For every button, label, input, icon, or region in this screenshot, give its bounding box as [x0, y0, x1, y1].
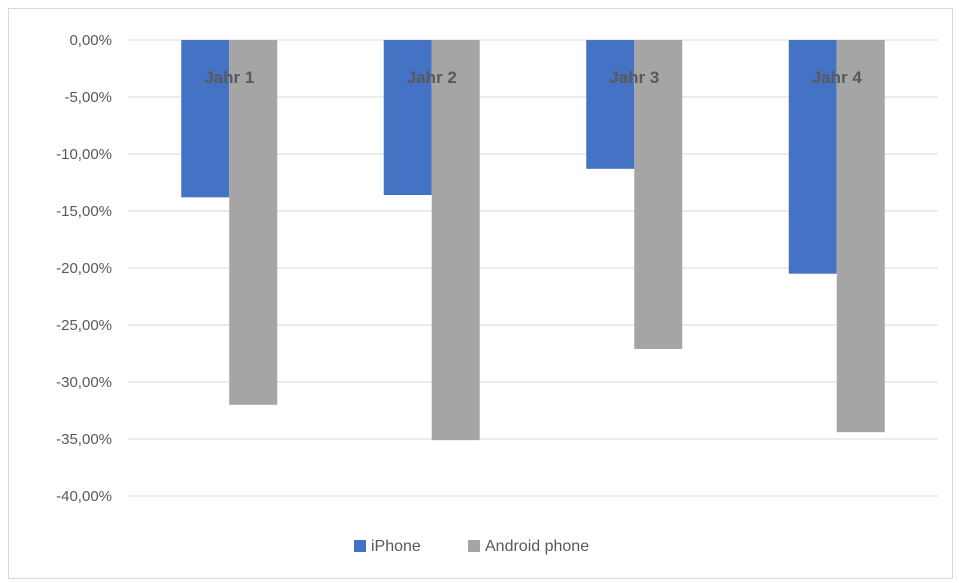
legend-label: iPhone [371, 538, 421, 555]
y-tick-label: -35,00% [56, 431, 112, 448]
y-tick-label: -40,00% [56, 488, 112, 505]
category-label: Jahr 4 [812, 68, 863, 87]
bar-iphone-4 [788, 40, 837, 274]
legend-item: Android phone [468, 538, 589, 555]
bar-iphone-2 [383, 40, 432, 196]
bar-android-2 [431, 40, 480, 441]
y-tick-label: -20,00% [56, 260, 112, 277]
y-tick-label: -10,00% [56, 146, 112, 163]
y-tick-label: 0,00% [69, 32, 112, 49]
y-tick-label: -5,00% [64, 89, 112, 106]
category-label: Jahr 3 [609, 68, 659, 87]
bar-android-1 [229, 40, 278, 405]
bar-iphone-1 [181, 40, 230, 198]
legend-label: Android phone [485, 538, 589, 555]
legend-item: iPhone [354, 538, 421, 555]
y-tick-label: -30,00% [56, 374, 112, 391]
bar-android-3 [634, 40, 683, 349]
category-label: Jahr 2 [407, 68, 457, 87]
y-tick-label: -25,00% [56, 317, 112, 334]
legend-swatch [354, 540, 366, 552]
category-label: Jahr 1 [204, 68, 254, 87]
legend-swatch [468, 540, 480, 552]
bar-iphone-3 [586, 40, 635, 169]
bar-android-4 [836, 40, 885, 433]
y-tick-label: -15,00% [56, 203, 112, 220]
